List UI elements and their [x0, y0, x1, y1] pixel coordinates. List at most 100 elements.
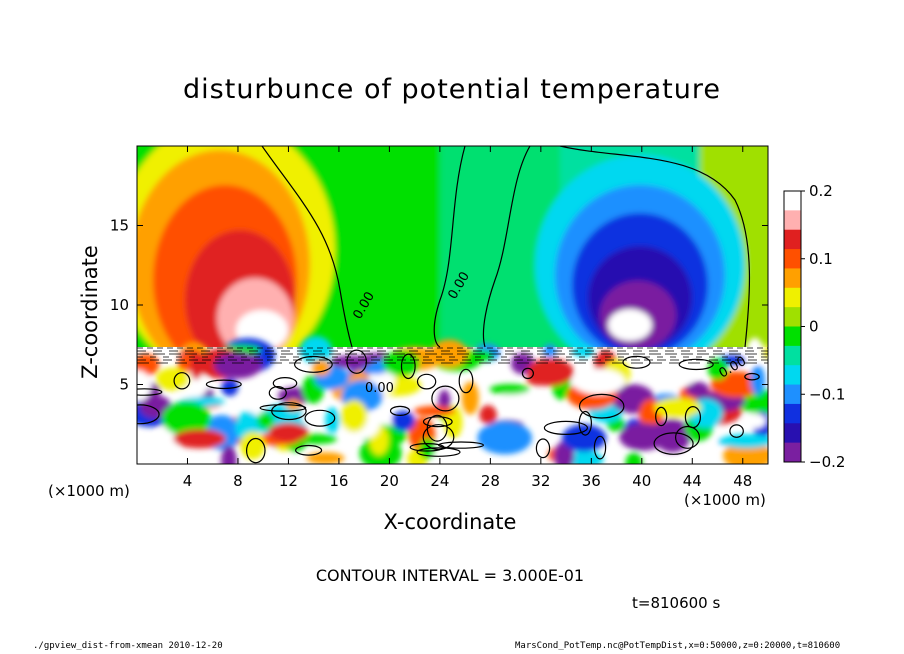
turbulence-blob	[742, 413, 766, 429]
contour-line	[458, 368, 474, 394]
contour-line	[729, 424, 744, 438]
contour-line	[304, 409, 336, 427]
colorbar-segment	[784, 191, 801, 211]
turbulence-blob	[391, 410, 415, 432]
turbulence-blob	[479, 405, 497, 425]
zero-contour	[559, 146, 751, 348]
y-axis-label: Z-coordinate	[78, 245, 102, 379]
turbulence-blob	[461, 349, 495, 363]
turbulence-blob	[561, 424, 607, 452]
x-axis-label: X-coordinate	[383, 510, 517, 534]
colorbar-segment	[784, 210, 801, 231]
turbulence-blob	[137, 370, 152, 402]
colorbar-tick-label: 0.1	[809, 250, 833, 268]
x-axis-unit-right: (×1000 m)	[684, 491, 766, 509]
colorbar-segment	[784, 403, 801, 424]
x-tick-label: 20	[380, 472, 399, 490]
colorbar-segment	[784, 423, 801, 444]
x-tick-label: 24	[430, 472, 449, 490]
turbulence-blob	[720, 433, 768, 449]
turbulence-blob	[162, 401, 211, 437]
turbulence-blob	[625, 452, 643, 464]
colorbar: −0.2 −0.1 0 0.1 0.2	[783, 182, 845, 471]
y-tick-label: 10	[110, 296, 129, 314]
contour-line	[543, 420, 589, 435]
contour-line	[578, 393, 625, 419]
turbulence-blob	[173, 429, 226, 449]
heatmap-field: 0.000.000.000.00	[137, 146, 768, 464]
colorbar-tick-label: −0.2	[809, 453, 845, 471]
turbulence-blob	[750, 365, 765, 396]
contour-line	[137, 388, 163, 396]
colorbar-segment	[784, 229, 801, 250]
turbulence-blob	[221, 378, 239, 397]
footer-right: MarsCond_PotTemp.nc@PotTempDist,x=0:5000…	[515, 641, 841, 651]
contour-line	[294, 355, 333, 373]
contour-line	[205, 379, 242, 390]
x-tick-label: 36	[582, 472, 601, 490]
x-tick-label: 32	[531, 472, 550, 490]
chart-title: disturbunce of potential temperature	[183, 74, 721, 105]
x-tick-label: 16	[329, 472, 348, 490]
cold-anomaly-band	[608, 309, 652, 341]
colorbar-segment	[784, 268, 801, 289]
colorbar-tick-label: 0	[809, 318, 819, 336]
turbulence-blob	[477, 421, 532, 455]
turbulence-blob	[240, 431, 265, 460]
turbulence-blob	[461, 381, 479, 415]
contour-interval: CONTOUR INTERVAL = 3.000E-01	[315, 566, 585, 585]
contour-line	[416, 373, 437, 390]
turbulence-blob	[214, 351, 263, 379]
contour-line	[678, 358, 714, 371]
x-tick-label: 12	[279, 472, 298, 490]
contour-line	[535, 438, 551, 459]
colorbar-segment	[784, 442, 801, 463]
turbulence-blob	[155, 367, 190, 391]
turbulence-blob	[572, 368, 626, 395]
contour-line	[268, 386, 287, 400]
colorbar-segment	[784, 384, 801, 405]
colorbar-segment	[784, 287, 801, 308]
x-axis-unit-left: (×1000 m)	[48, 482, 130, 500]
colorbar-segment	[784, 326, 801, 347]
contour-line	[246, 437, 266, 464]
contour-line	[653, 432, 694, 455]
contour-line	[674, 425, 700, 449]
turbulence-blob	[430, 442, 473, 464]
turbulence-blob	[564, 450, 604, 464]
colorbar-segment	[784, 249, 801, 269]
turbulence-blob	[340, 400, 368, 433]
x-tick-label: 40	[632, 472, 651, 490]
contour-line	[400, 353, 416, 380]
zero-contour	[261, 146, 353, 348]
field-background	[137, 146, 768, 464]
contour-line	[409, 442, 445, 452]
turbulence-blob	[221, 445, 237, 464]
contour-line	[137, 404, 160, 425]
contour-line	[655, 406, 668, 427]
contour-line	[622, 355, 651, 369]
contour-line	[431, 385, 460, 412]
contour-line	[422, 416, 453, 428]
turbulence-blob	[312, 359, 331, 376]
contour-label: 0.00	[365, 381, 394, 396]
colorbar-segment	[784, 365, 801, 386]
colorbar-tick-label: −0.1	[809, 385, 845, 403]
turbulence-blob	[571, 345, 595, 358]
contour-line	[346, 349, 367, 374]
turbulence-blob	[686, 381, 709, 397]
contour-line	[173, 372, 191, 390]
turbulence-blob	[137, 353, 160, 376]
turbulence-blob	[330, 355, 373, 369]
contour-line	[593, 435, 607, 460]
x-tick-label: 48	[733, 472, 752, 490]
turbulence-blob	[489, 384, 530, 395]
contour-line	[259, 404, 307, 412]
turbulence-blob	[256, 412, 275, 430]
turbulence-blob	[413, 405, 456, 417]
footer-left: ./gpview_dist-from-xmean 2010-12-20	[33, 641, 223, 651]
turbulence-blob	[306, 452, 345, 464]
